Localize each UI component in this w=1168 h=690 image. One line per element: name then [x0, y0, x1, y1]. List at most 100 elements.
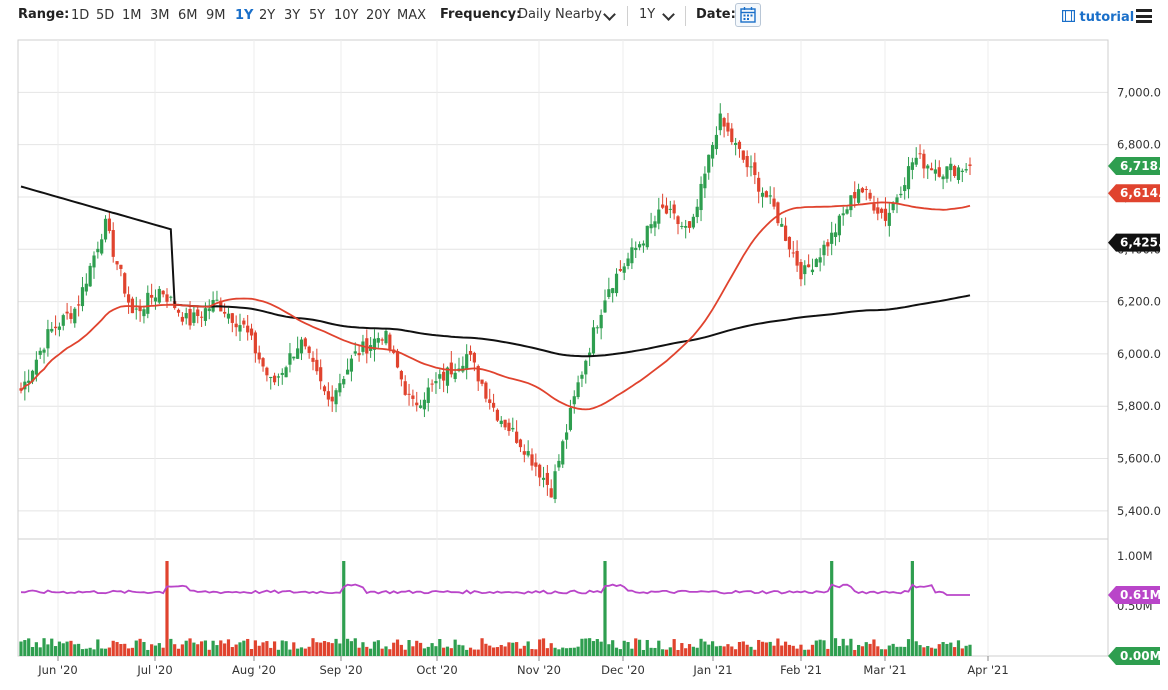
volume-bar [288, 649, 292, 656]
candle-body [365, 338, 369, 354]
range-1m[interactable]: 1M [122, 8, 142, 23]
volume-bar [926, 646, 930, 656]
candle-body [265, 367, 269, 376]
volume-bar [422, 648, 427, 656]
candle-body [810, 269, 815, 273]
candle-body [92, 255, 96, 268]
candle-body [80, 287, 85, 307]
volume-bar [157, 643, 161, 656]
volume-bar [315, 642, 319, 656]
range-3m[interactable]: 3M [150, 8, 170, 23]
calendar-icon[interactable] [735, 3, 761, 27]
candle-body [134, 308, 138, 310]
volume-bar [699, 638, 703, 656]
candle-body [146, 292, 150, 314]
volume-bar [753, 649, 757, 656]
volume-bar [949, 642, 953, 656]
candle-body [230, 313, 234, 323]
candle-body [968, 164, 972, 166]
volume-bar [169, 638, 173, 656]
toolbar-divider [685, 6, 686, 26]
candle-body [280, 372, 284, 375]
last-price-badge: 6,718.5 [1120, 159, 1168, 173]
candle-body [538, 464, 542, 478]
chevron-down-icon[interactable] [603, 8, 616, 21]
candle-body [807, 264, 811, 268]
range-2y[interactable]: 2Y [259, 8, 276, 23]
time-axis: Jun '20 Jul '20 Aug '20 Sep '20 Oct '20 Nov '… [37, 663, 1008, 677]
volume-bar [119, 644, 123, 656]
volume-bar [710, 641, 715, 656]
candle-body [637, 244, 642, 248]
menu-icon[interactable] [1136, 9, 1152, 23]
chevron-down-icon[interactable] [662, 8, 675, 21]
chart-area[interactable]: 5,400.05,600.05,800.06,000.06,200.06,400… [0, 34, 1168, 690]
volume-bar [319, 642, 323, 656]
candle-body [661, 204, 665, 208]
range-5y[interactable]: 5Y [309, 8, 326, 23]
volume-bar [787, 644, 792, 656]
last-value-badges: 6,718.5 6,614.3 6,425.5 0.61M 0.00M [1108, 156, 1168, 665]
range-9m[interactable]: 9M [206, 8, 226, 23]
tutorial-link[interactable]: tutorial [1062, 10, 1134, 25]
range-1d[interactable]: 1D [71, 8, 90, 23]
price-tick-label: 5,800.0 [1117, 399, 1161, 413]
volume-bar [841, 638, 845, 656]
candle-body [868, 192, 872, 199]
frequency-select[interactable]: Daily Nearby [518, 7, 603, 22]
candle-body [561, 441, 565, 465]
volume-bar [61, 643, 65, 656]
volume-bar [906, 639, 911, 656]
candle-body [77, 304, 81, 306]
volume-bar [722, 646, 726, 656]
candle-body [956, 167, 961, 180]
candle-body [434, 381, 438, 384]
volume-bar [707, 644, 711, 656]
candle-body [541, 477, 546, 480]
volume-bar [184, 640, 188, 656]
volume-bar [933, 648, 938, 656]
candle-body [741, 150, 745, 160]
candle-body [545, 472, 549, 485]
volume-bar [176, 648, 181, 656]
candle-body [376, 338, 380, 343]
candle-body [330, 396, 334, 402]
candle-body [818, 257, 822, 263]
candles [19, 103, 972, 504]
volume-bar [411, 646, 415, 656]
volume-bar [219, 640, 223, 656]
volume-bar [637, 639, 642, 656]
candle-body [453, 372, 457, 379]
volume-bar [849, 638, 853, 656]
candle-body [887, 212, 891, 226]
volume-bar [165, 561, 169, 656]
price-tick-label: 5,600.0 [1117, 452, 1161, 466]
range-5d[interactable]: 5D [96, 8, 115, 23]
volume-bar [372, 641, 377, 656]
candle-body [841, 213, 845, 216]
volume-bar [687, 644, 692, 656]
candle-body [799, 262, 803, 280]
candle-body [30, 370, 35, 382]
range-max[interactable]: MAX [397, 8, 427, 23]
candle-body [772, 198, 776, 207]
range-1y[interactable]: 1Y [235, 8, 254, 23]
volume-bar [937, 644, 941, 656]
candle-body [119, 264, 123, 269]
candle-body [787, 236, 792, 250]
ma-short-badge-shape [1108, 184, 1160, 203]
range-10y[interactable]: 10Y [334, 8, 359, 23]
range-3y[interactable]: 3Y [284, 8, 301, 23]
candle-body [203, 308, 208, 321]
period-select[interactable]: 1Y [639, 7, 656, 22]
volume-bar [38, 647, 42, 656]
candle-body [476, 366, 480, 382]
range-20y[interactable]: 20Y [366, 8, 391, 23]
time-tick-label: Jun '20 [37, 663, 77, 677]
tutorial-film-icon [1062, 10, 1076, 23]
candle-body [46, 329, 50, 349]
candle-body [319, 367, 323, 382]
toolbar: Range: 1D 5D 1M 3M 6M 9M 1Y 2Y 3Y 5Y 10Y… [0, 0, 1168, 34]
range-6m[interactable]: 6M [178, 8, 198, 23]
